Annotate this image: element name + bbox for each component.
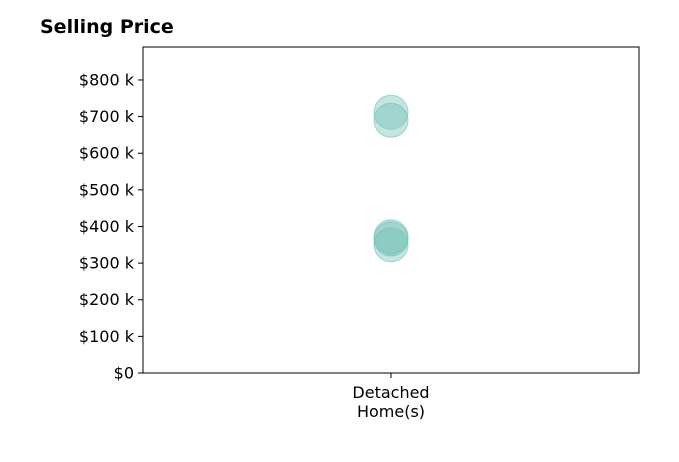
data-points [373, 94, 409, 263]
y-tick-label: $0 [114, 364, 134, 383]
x-tick-label: Detached Home(s) [352, 383, 429, 421]
y-tick-label: $800 k [79, 70, 135, 89]
y-axis: $0 $100 k $200 k $300 k $400 k $500 k $600 k $7… [79, 70, 143, 383]
y-tick-label: $500 k [79, 180, 135, 199]
y-tick-label: $700 k [79, 107, 135, 126]
y-tick-label: $100 k [79, 327, 135, 346]
y-tick-label: $600 k [79, 144, 135, 163]
data-point [373, 94, 409, 130]
data-point [373, 102, 409, 138]
y-tick-label: $400 k [79, 217, 135, 236]
x-axis: Detached Home(s) [352, 373, 430, 421]
chart-title: Selling Price [40, 16, 174, 38]
y-tick-label: $200 k [79, 290, 135, 309]
data-point [373, 227, 409, 263]
y-tick-label: $300 k [79, 254, 135, 273]
